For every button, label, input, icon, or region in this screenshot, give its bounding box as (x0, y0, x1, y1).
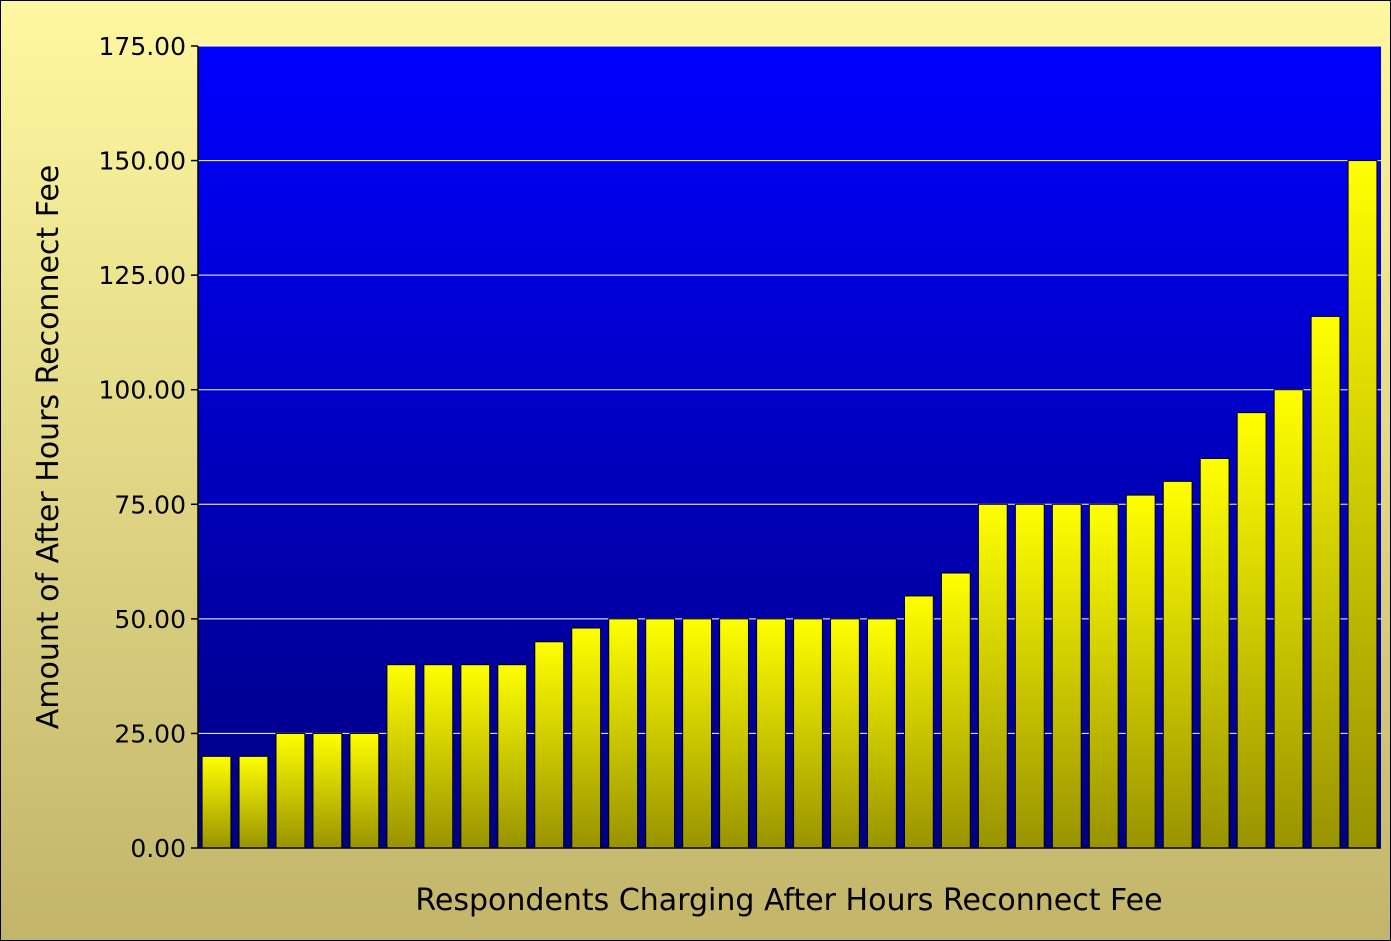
bar (1014, 503, 1045, 849)
y-tick-label: 125.00 (99, 261, 186, 290)
y-axis-title: Amount of After Hours Reconnect Fee (31, 165, 66, 730)
bar (756, 618, 786, 849)
y-tick-label: 25.00 (114, 719, 186, 748)
bar (386, 664, 417, 849)
bar (423, 664, 454, 849)
bar (645, 618, 676, 849)
bar (1088, 503, 1119, 849)
y-tick-label: 50.00 (114, 605, 186, 634)
bar (903, 595, 934, 849)
bar (977, 503, 1008, 849)
bar (682, 618, 712, 849)
bar (497, 664, 528, 849)
bar (1125, 494, 1156, 849)
bar (719, 618, 749, 849)
x-axis-title: Respondents Charging After Hours Reconne… (415, 883, 1162, 918)
bar (1347, 160, 1378, 849)
bar (1162, 480, 1193, 849)
bar (534, 641, 565, 849)
bar (867, 618, 897, 849)
bar (312, 732, 343, 849)
bar (1310, 315, 1341, 849)
y-tick-label: 150.00 (99, 147, 186, 176)
bar (940, 572, 971, 849)
y-tick-label: 0.00 (130, 834, 186, 863)
y-tick-label: 100.00 (99, 376, 186, 405)
bar (238, 755, 269, 849)
axes (197, 46, 1381, 849)
bar (349, 732, 380, 849)
bar (1273, 389, 1304, 849)
bar (830, 618, 860, 849)
bar (571, 627, 602, 849)
bar (1199, 457, 1230, 849)
bar (793, 618, 823, 849)
y-ticks: 0.00 25.00 50.00 75.00 100.00 125.00 150.00 175… (99, 32, 198, 863)
bars (201, 160, 1378, 849)
y-tick-label: 75.00 (114, 490, 186, 519)
bar (460, 664, 491, 849)
bar (275, 732, 306, 849)
bar (608, 618, 639, 849)
bar (201, 755, 232, 849)
y-tick-label: 175.00 (99, 32, 186, 61)
bar (1236, 412, 1267, 849)
bar (1051, 503, 1082, 849)
